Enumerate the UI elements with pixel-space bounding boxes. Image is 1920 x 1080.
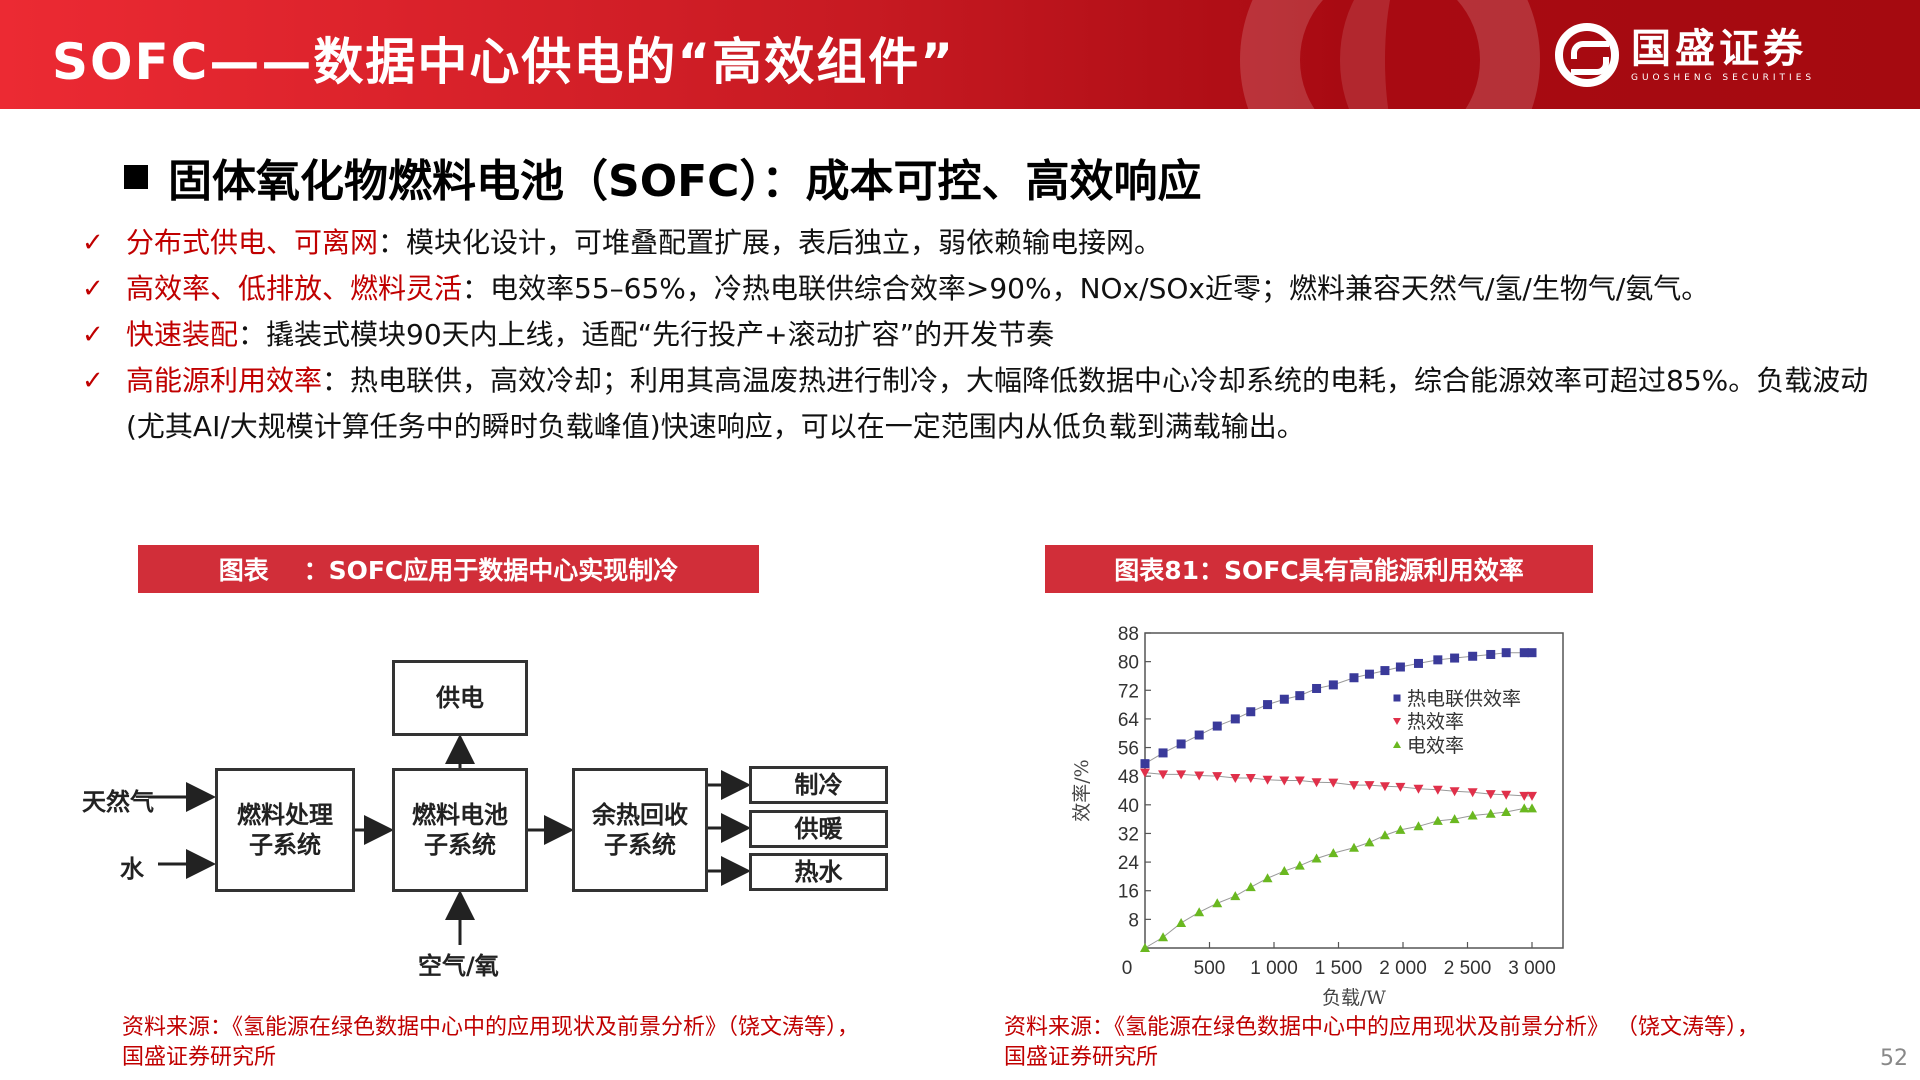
logo-name-en: GUOSHENG SECURITIES: [1631, 73, 1816, 83]
page-number: 52: [1880, 1046, 1908, 1071]
source-line: 国盛证券研究所: [122, 1045, 277, 1070]
fuel-cell-box: 燃料电池 子系统: [392, 768, 528, 892]
bullet-key: 分布式供电、可离网: [126, 226, 379, 259]
checkmark-icon: ✓: [82, 320, 104, 350]
checkmark-icon: ✓: [82, 366, 104, 396]
svg-text:88: 88: [1118, 624, 1139, 645]
section-heading: 固体氧化物燃料电池（SOFC）：成本可控、高效响应: [124, 145, 1201, 209]
fuel-processing-box: 燃料处理 子系统: [215, 768, 355, 892]
heat-recovery-box: 余热回收 子系统: [572, 768, 708, 892]
svg-text:56: 56: [1118, 739, 1139, 760]
svg-text:电效率: 电效率: [1407, 735, 1464, 757]
source-line: 资料来源：《氢能源在绿色数据中心中的应用现状及前景分析》（饶文涛等），: [122, 1015, 860, 1040]
checkmark-icon: ✓: [82, 228, 104, 258]
svg-text:40: 40: [1118, 796, 1139, 817]
figure-caption-left: 图表 ：SOFC应用于数据中心实现制冷: [138, 545, 759, 593]
svg-text:0: 0: [1122, 958, 1133, 979]
svg-text:500: 500: [1194, 958, 1226, 979]
svg-text:负载/W: 负载/W: [1322, 987, 1386, 1009]
logo-icon: [1555, 23, 1619, 87]
svg-text:64: 64: [1118, 710, 1140, 731]
svg-text:3 000: 3 000: [1508, 958, 1556, 979]
bullet-text: ：电效率55–65%，冷热电联供综合效率>90%，NOx/SOx近零；燃料兼容天…: [462, 272, 1710, 305]
chart-plot: 8 16 24 32 40 48 56 64 72 80 88 0 500 1 000 1 500 2 000…: [1071, 624, 1564, 1009]
svg-text:热电联供效率: 热电联供效率: [1407, 688, 1521, 710]
bullet-key: 高效率、低排放、燃料灵活: [126, 272, 463, 305]
source-note-left: 资料来源：《氢能源在绿色数据中心中的应用现状及前景分析》（饶文涛等）， 国盛证券…: [122, 1013, 859, 1073]
checkmark-icon: ✓: [82, 274, 104, 304]
svg-text:80: 80: [1118, 653, 1139, 674]
svg-text:32: 32: [1118, 824, 1139, 845]
output-hot-water-box: 热水: [749, 853, 888, 891]
list-item: ✓ 分布式供电、可离网：模块化设计，可堆叠配置扩展，表后独立，弱依赖输电接网。: [82, 220, 1882, 266]
power-supply-box: 供电: [392, 660, 528, 736]
square-bullet-icon: [124, 165, 148, 189]
source-note-right: 资料来源：《氢能源在绿色数据中心中的应用现状及前景分析》 （饶文涛等）， 国盛证…: [1004, 1013, 1759, 1073]
svg-text:16: 16: [1118, 882, 1139, 903]
source-line: 国盛证券研究所: [1004, 1045, 1159, 1070]
svg-text:2 500: 2 500: [1444, 958, 1492, 979]
header-bar: SOFC——数据中心供电的“高效组件” 国盛证券 GUOSHENG SECURI…: [0, 0, 1920, 109]
list-item: ✓ 高能源利用效率：热电联供，高效冷却；利用其高温废热进行制冷，大幅降低数据中心…: [82, 358, 1882, 450]
input-air-oxygen: 空气/氧: [418, 952, 499, 980]
input-water: 水: [120, 855, 144, 883]
source-line: 资料来源：《氢能源在绿色数据中心中的应用现状及前景分析》 （饶文涛等），: [1004, 1015, 1759, 1040]
list-item: ✓ 高效率、低排放、燃料灵活：电效率55–65%，冷热电联供综合效率>90%，N…: [82, 266, 1882, 312]
bullet-text: ：热电联供，高效冷却；利用其高温废热进行制冷，大幅降低数据中心冷却系统的电耗，综…: [126, 364, 1869, 443]
diagram-arrows: [148, 734, 751, 945]
svg-text:2 000: 2 000: [1379, 958, 1427, 979]
bullet-list: ✓ 分布式供电、可离网：模块化设计，可堆叠配置扩展，表后独立，弱依赖输电接网。 …: [82, 220, 1882, 450]
watermark-decoration: [1240, 0, 1540, 109]
svg-text:72: 72: [1118, 681, 1139, 702]
figure-caption-right: 图表81：SOFC具有高能源利用效率: [1045, 545, 1593, 593]
section-heading-text: 固体氧化物燃料电池（SOFC）：成本可控、高效响应: [168, 156, 1202, 207]
svg-text:24: 24: [1118, 853, 1140, 874]
svg-text:1 500: 1 500: [1315, 958, 1363, 979]
list-item: ✓ 快速装配：撬装式模块90天内上线，适配“先行投产+滚动扩容”的开发节奏: [82, 312, 1882, 358]
bullet-text: ：模块化设计，可堆叠配置扩展，表后独立，弱依赖输电接网。: [378, 226, 1163, 259]
output-cooling-box: 制冷: [749, 766, 888, 804]
page-title: SOFC——数据中心供电的“高效组件”: [52, 33, 956, 91]
sofc-cooling-diagram: 天然气 水 燃料处理 子系统 供电 燃料电池 子系统 余热回收 子系统 制冷 供…: [70, 650, 970, 1010]
svg-text:8: 8: [1128, 910, 1139, 931]
bullet-key: 高能源利用效率: [126, 364, 323, 397]
svg-text:热效率: 热效率: [1407, 711, 1464, 733]
bullet-key: 快速装配: [126, 318, 239, 351]
bullet-text: ：撬装式模块90天内上线，适配“先行投产+滚动扩容”的开发节奏: [238, 318, 1055, 351]
output-heating-box: 供暖: [749, 810, 888, 848]
input-natural-gas: 天然气: [82, 788, 154, 816]
efficiency-chart: 8 16 24 32 40 48 56 64 72 80 88 0 500 1 000 1 500 2 000…: [1060, 610, 1600, 1010]
svg-text:48: 48: [1118, 767, 1139, 788]
logo-name-cn: 国盛证券: [1631, 26, 1807, 72]
svg-text:1 000: 1 000: [1250, 958, 1298, 979]
svg-text:效率/%: 效率/%: [1071, 759, 1093, 821]
company-logo: 国盛证券 GUOSHENG SECURITIES: [1555, 22, 1815, 88]
watermark-decoration: [1340, 0, 1480, 109]
